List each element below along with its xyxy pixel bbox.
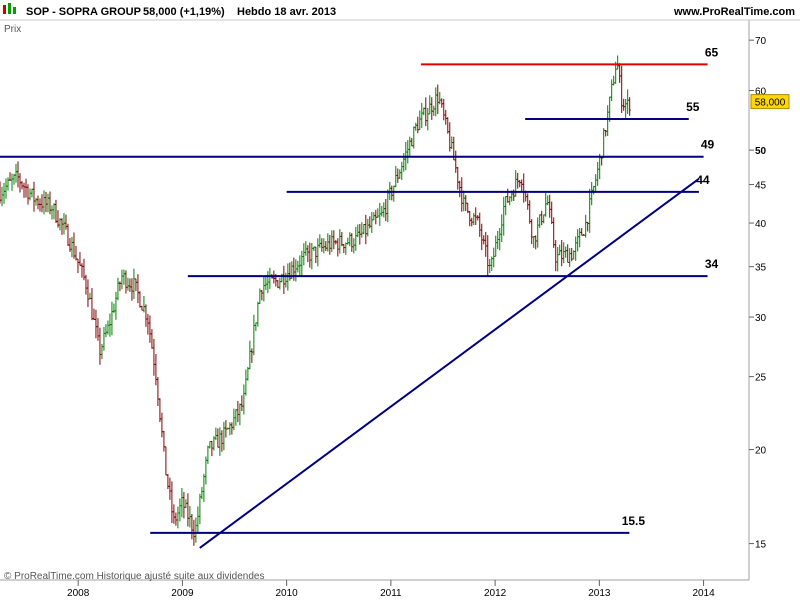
price-tick-label: 15 bbox=[755, 540, 767, 551]
time-axis-ticks: 2008 2009 2010 2011 2012 2013 2014 bbox=[67, 580, 715, 599]
price-tick-label: 35 bbox=[755, 263, 767, 274]
current-price-badge: 58,000 bbox=[750, 94, 790, 110]
time-tick-label: 2012 bbox=[484, 588, 507, 599]
current-price-label: 58,000 bbox=[755, 98, 786, 109]
price-tick-label: 20 bbox=[755, 446, 767, 457]
time-tick-label: 2013 bbox=[588, 588, 611, 599]
period-date: Hebdo 18 avr. 2013 bbox=[237, 6, 336, 18]
price-tick-label: 45 bbox=[755, 181, 767, 192]
level-label-34: 34 bbox=[705, 257, 719, 271]
price-tick-label: 40 bbox=[755, 219, 767, 230]
support-trendline bbox=[199, 177, 700, 549]
price-change: 58,000 (+1,19%) bbox=[143, 6, 225, 18]
price-tick-label: 50 bbox=[755, 146, 767, 157]
candle bbox=[628, 97, 631, 116]
level-label-65: 65 bbox=[705, 45, 719, 59]
price-axis-ticks: 15 20 25 30 35 40 45 50 60 70 bbox=[749, 36, 767, 551]
price-tick-label: 60 bbox=[755, 87, 767, 98]
level-label-49: 49 bbox=[701, 138, 715, 152]
time-tick-label: 2008 bbox=[67, 588, 90, 599]
axis-name-prix: Prix bbox=[4, 24, 21, 35]
levels-layer: 65 55 49 44 34 15.5 bbox=[0, 45, 719, 549]
time-tick-label: 2009 bbox=[171, 588, 194, 599]
price-tick-label: 25 bbox=[755, 373, 767, 384]
site-link[interactable]: www.ProRealTime.com bbox=[673, 6, 795, 18]
time-tick-label: 2011 bbox=[380, 588, 402, 599]
time-tick-label: 2014 bbox=[692, 588, 715, 599]
level-label-44: 44 bbox=[696, 173, 710, 187]
footer-note: © ProRealTime.com Historique ajusté suit… bbox=[4, 571, 264, 582]
symbol-title: SOP - SOPRA GROUP bbox=[26, 6, 141, 18]
price-tick-label: 30 bbox=[755, 313, 767, 324]
level-label-55: 55 bbox=[686, 100, 700, 114]
app-logo-icon bbox=[3, 3, 16, 14]
time-tick-label: 2010 bbox=[276, 588, 299, 599]
level-label-15.5: 15.5 bbox=[622, 514, 646, 528]
candles-layer bbox=[0, 55, 631, 546]
price-tick-label: 70 bbox=[755, 36, 767, 47]
